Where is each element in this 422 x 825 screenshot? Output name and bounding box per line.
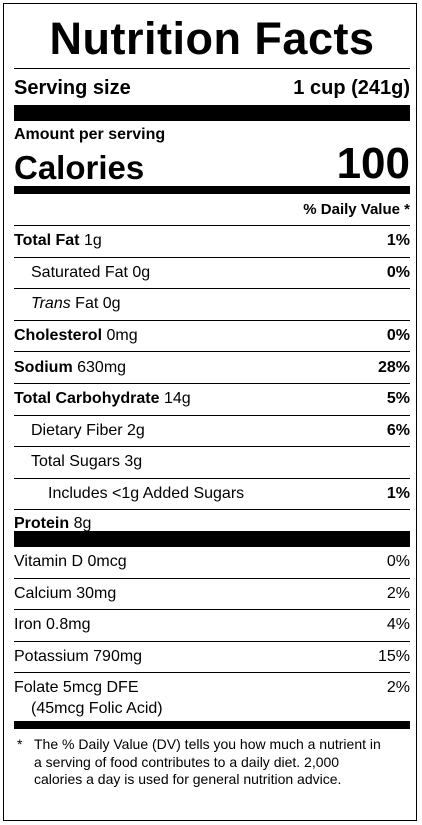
micronutrient-name: Potassium 790mg [14,648,143,666]
nutrient-dv: 0% [386,327,410,345]
nutrient-row: Dietary Fiber 2g 6% [14,414,410,447]
nutrient-name: Sodium [14,358,73,376]
nutrient-row: Total Carbohydrate 14g 5% [14,382,410,415]
thick-divider [14,721,410,729]
nutrient-dv: 28% [377,358,410,376]
title: Nutrition Facts [49,13,375,64]
thick-divider [14,186,410,194]
nutrient-row: Total Sugars 3g [14,446,410,478]
nutrient-dv: 0% [386,263,410,281]
micronutrient-row: Folate 5mcg DFE (45mcg Folic Acid) 2% [14,672,410,723]
nutrient-amount: 630mg [77,358,127,376]
footnote-text: The % Daily Value (DV) tells you how muc… [34,736,381,787]
nutrient-row: Cholesterol 0mg 0% [14,319,410,352]
micronutrient-name: Iron 0.8mg [14,616,91,634]
nutrient-row: Total Fat 1g 1% [14,225,410,257]
micronutrient-dv: 2% [386,679,410,697]
micronutrient-dv: 15% [377,648,410,666]
serving-size: 1 cup (241g) [293,76,410,99]
nutrient-name: Saturated Fat 0g [31,263,151,281]
nutrient-amount: 8g [73,515,92,533]
nutrient-row: Protein 8g [14,509,410,538]
micronutrient-row: Potassium 790mg 15% [14,640,410,673]
footnote-marker: * [17,736,23,752]
micronutrient-note: (45mcg Folic Acid) [31,700,163,718]
thick-divider [14,531,410,547]
nutrient-name: Dietary Fiber 2g [31,421,145,439]
nutrient-row: Includes <1g Added Sugars 1% [14,477,410,510]
micronutrient-name: Calcium 30mg [14,584,117,602]
nutrient-name: Total Fat [14,232,80,250]
nutrient-dv: 1% [386,485,410,503]
divider [14,68,410,69]
micronutrient-name: Vitamin D 0mcg [14,553,127,571]
nutrient-row: Saturated Fat 0g 0% [14,256,410,289]
nutrient-row: Sodium 630mg 28% [14,351,410,383]
micronutrient-row: Iron 0.8mg 4% [14,609,410,641]
nutrient-italic: Trans [31,295,71,313]
nutrient-name: Protein [14,515,70,533]
nutrient-dv: 6% [386,421,410,439]
nutrient-dv: 1% [386,232,410,250]
nutrient-name: Fat 0g [75,295,121,313]
calories-row: Calories 100 [14,142,410,186]
micronutrient-dv: 0% [386,553,410,571]
serving-label: Serving size [14,76,131,99]
nutrient-name: Includes <1g Added Sugars [48,485,245,503]
thick-divider [14,105,410,121]
micronutrient-dv: 4% [386,616,410,634]
nutrition-label: Nutrition Facts Serving size 1 cup (241g… [3,3,417,821]
calories-value: 100 [336,139,410,188]
serving-row: Serving size 1 cup (241g) [14,72,410,104]
nutrient-row: Trans Fat 0g [14,288,410,320]
micronutrient-list: Vitamin D 0mcg 0% Calcium 30mg 2% Iron 0.8… [14,547,410,723]
nutrient-amount: 14g [163,390,191,408]
nutrient-name: Total Carbohydrate [14,390,160,408]
micronutrient-dv: 2% [386,584,410,602]
footnote: * The % Daily Value (DV) tells you how m… [14,736,410,789]
nutrient-list: Total Fat 1g 1% Saturated Fat 0g 0% Trans … [14,225,410,538]
nutrient-name: Cholesterol [14,327,103,345]
nutrient-amount: 1g [83,232,102,250]
dv-header: % Daily Value * [303,201,410,218]
micronutrient-row: Vitamin D 0mcg 0% [14,547,410,578]
amount-caption: Amount per serving [14,126,166,143]
micronutrient-row: Calcium 30mg 2% [14,577,410,610]
nutrient-name: Total Sugars 3g [31,453,143,471]
micronutrient-name: Folate 5mcg DFE [14,679,139,697]
calories-label: Calories [14,149,145,186]
nutrient-dv: 5% [386,390,410,408]
nutrient-amount: 0mg [106,327,138,345]
